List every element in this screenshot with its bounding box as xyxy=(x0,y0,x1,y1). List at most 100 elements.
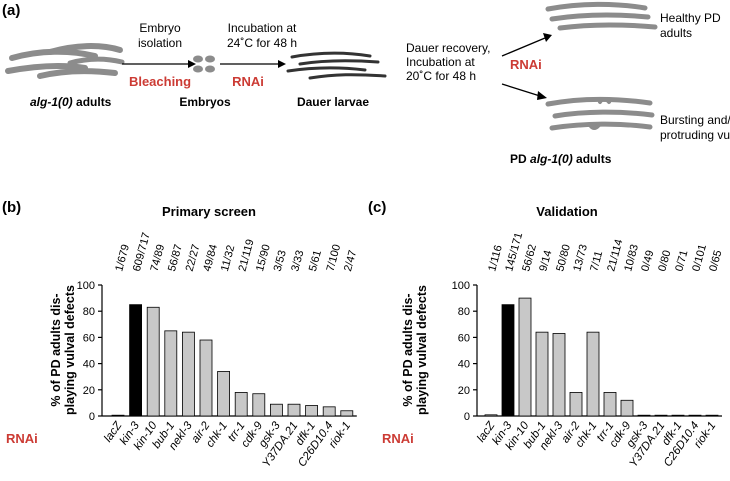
bar xyxy=(129,304,143,417)
bar xyxy=(637,414,651,417)
bar xyxy=(305,405,319,417)
step1-method: Bleaching xyxy=(129,74,191,89)
bar xyxy=(287,403,301,417)
count-label: 13/73 xyxy=(571,243,590,273)
bar xyxy=(164,330,178,417)
count-label: 2/47 xyxy=(342,249,359,273)
y-tick-label: 100 xyxy=(452,280,470,292)
chart-title: Validation xyxy=(536,204,597,219)
count-label: 0/101 xyxy=(690,243,709,273)
bar xyxy=(620,399,634,417)
defect-line2: protruding vulva xyxy=(660,128,730,142)
arrow-2-head xyxy=(278,60,286,68)
y-tick-label: 60 xyxy=(458,332,470,344)
bar xyxy=(234,392,248,417)
arrow-healthy-head xyxy=(543,33,552,42)
count-label: 0/80 xyxy=(656,249,673,273)
bar xyxy=(586,331,600,417)
healthy-line1: Healthy PD xyxy=(660,11,721,25)
count-label: 1/679 xyxy=(113,243,132,273)
bar xyxy=(518,297,532,417)
panel-b-rnai-label: RNAi xyxy=(6,431,38,446)
bar xyxy=(501,304,515,417)
panel-b-label: (b) xyxy=(2,199,21,216)
arrow-defect-head xyxy=(537,91,547,100)
count-label: 49/84 xyxy=(201,243,220,273)
count-label: 11/32 xyxy=(219,244,238,273)
y-axis-label-line2: playing vulval defects xyxy=(63,285,77,415)
step2-line1: Incubation at xyxy=(228,21,297,35)
bar xyxy=(569,392,583,417)
step3-line2: Incubation at xyxy=(406,55,475,69)
bar xyxy=(217,371,231,417)
dauer-larvae-icon xyxy=(286,51,387,80)
chart-primary-screen: Primary screen % of PD adults dis-playing… xyxy=(49,204,359,470)
count-label: 3/33 xyxy=(289,249,306,273)
bar xyxy=(671,414,685,417)
count-label: 15/90 xyxy=(254,243,273,273)
y-tick-label: 40 xyxy=(83,359,95,371)
y-tick-label: 20 xyxy=(83,385,95,397)
count-label: 56/62 xyxy=(520,243,539,273)
arrow-healthy xyxy=(501,37,546,57)
count-label: 9/14 xyxy=(537,249,554,273)
healthy-adults-icon xyxy=(545,1,658,31)
y-axis-label-line1: % of PD adults dis- xyxy=(401,293,415,406)
count-label: 0/71 xyxy=(673,249,690,273)
y-tick-label: 100 xyxy=(77,280,95,292)
count-label: 22/27 xyxy=(184,243,203,273)
count-label: 74/89 xyxy=(149,243,168,273)
bar xyxy=(199,339,213,417)
step1-line2: isolation xyxy=(138,36,182,50)
bar xyxy=(111,414,125,417)
bar xyxy=(484,414,498,417)
count-label: 7/11 xyxy=(588,250,605,273)
count-label: 10/83 xyxy=(622,243,641,273)
panel-c-rnai-label: RNAi xyxy=(382,431,414,446)
healthy-line2: adults xyxy=(660,26,692,40)
y-tick-label: 0 xyxy=(89,411,95,423)
y-tick-label: 20 xyxy=(458,385,470,397)
bar xyxy=(552,333,566,417)
bar xyxy=(269,403,283,417)
count-label: 21/119 xyxy=(237,238,257,273)
count-label: 50/80 xyxy=(554,243,573,273)
y-tick-label: 60 xyxy=(83,332,95,344)
chart-title: Primary screen xyxy=(162,204,256,219)
arrow-1-head xyxy=(188,60,196,68)
count-label: 5/61 xyxy=(307,249,324,273)
panel-a: (a) alg-1(0) adults Embryo isolation Ble… xyxy=(2,1,730,166)
count-label: 3/53 xyxy=(272,249,289,273)
bar xyxy=(688,414,702,417)
count-label: 0/49 xyxy=(639,249,656,273)
arrow-defect xyxy=(501,83,541,97)
defective-adults-icon xyxy=(545,96,655,131)
count-label: 0/65 xyxy=(707,249,724,273)
dauer-label: Dauer larvae xyxy=(297,95,369,109)
adult-worms-icon xyxy=(5,43,125,79)
panel-c-label: (c) xyxy=(368,199,386,216)
embryos-label: Embryos xyxy=(179,95,231,109)
bar xyxy=(654,414,668,417)
bar xyxy=(181,331,195,417)
step3-method: RNAi xyxy=(510,57,542,72)
step3-line1: Dauer recovery, xyxy=(406,41,490,55)
bar xyxy=(603,392,617,417)
step2-line2: 24˚C for 48 h xyxy=(227,36,297,50)
bar xyxy=(146,306,160,417)
step2-method: RNAi xyxy=(232,74,264,89)
count-label: 56/87 xyxy=(166,243,185,273)
y-tick-label: 40 xyxy=(458,359,470,371)
y-tick-label: 80 xyxy=(83,306,95,318)
embryos-icon xyxy=(193,55,215,73)
bar xyxy=(252,393,266,417)
step3-line3: 20˚C for 48 h xyxy=(406,69,476,83)
adults-label: alg-1(0) adults xyxy=(30,95,112,109)
defect-line1: Bursting and/or xyxy=(660,113,730,127)
count-label: 7/100 xyxy=(325,243,344,273)
panel-a-label: (a) xyxy=(2,2,20,19)
count-label: 1/116 xyxy=(486,244,505,273)
bar xyxy=(535,331,549,417)
pd-adults-label: PD alg-1(0) adults xyxy=(510,152,612,166)
y-axis-label-line2: playing vulval defects xyxy=(415,285,429,415)
